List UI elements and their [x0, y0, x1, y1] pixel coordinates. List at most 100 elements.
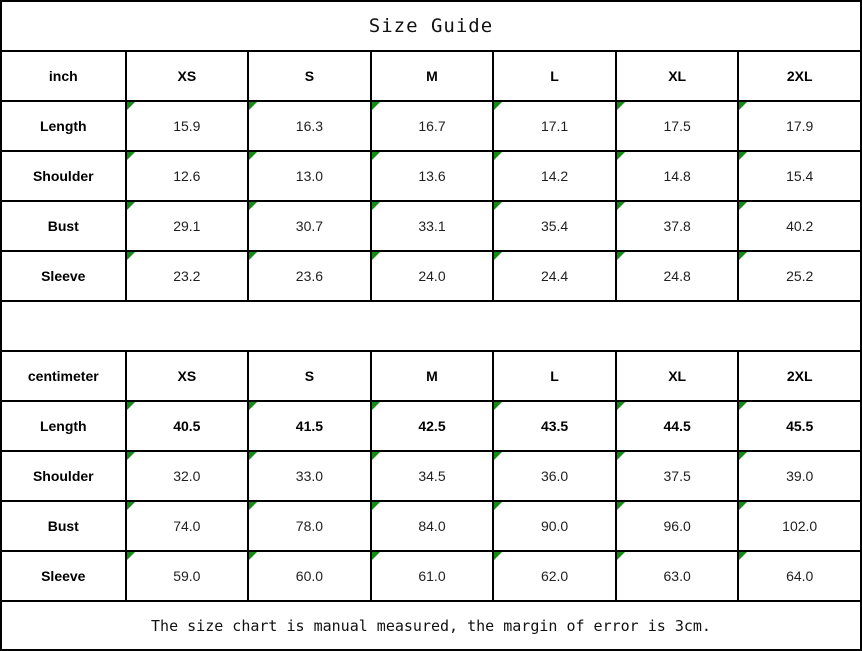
measurement-value: 40.5 [173, 418, 201, 434]
measurement-value-cell: 23.6 [247, 250, 370, 300]
size-header-cell: 2XL [737, 50, 860, 100]
cell-flag-triangle-icon [616, 252, 625, 260]
measurement-value: 45.5 [786, 418, 814, 434]
cell-flag-triangle-icon [126, 552, 135, 560]
measurement-value-cell: 14.8 [614, 150, 738, 200]
table-row: Bust 74.0 78.0 84.0 90.0 96.0 102.0 [2, 500, 860, 550]
measurement-value: 37.8 [663, 218, 691, 234]
measurement-value-cell: 24.0 [369, 250, 493, 300]
size-header-cell: M [369, 350, 493, 400]
cell-flag-triangle-icon [494, 202, 503, 210]
measurement-value: 60.0 [295, 568, 324, 584]
measurement-value-cell: 14.2 [492, 150, 615, 200]
measurement-value-cell: 36.0 [492, 450, 615, 500]
measurement-value: 41.5 [295, 418, 324, 434]
size-table-inch: inch XS S M L XL 2XL Length 15.9 16.3 16.7 17.1 17.5… [2, 50, 860, 300]
cell-flag-triangle-icon [616, 102, 625, 110]
cell-flag-triangle-icon [616, 152, 625, 160]
table-row: Length 40.5 41.5 42.5 43.5 44.5 45.5 [2, 400, 860, 450]
cell-flag-triangle-icon [249, 502, 258, 510]
cell-flag-triangle-icon [494, 102, 503, 110]
measurement-value: 13.6 [418, 168, 446, 184]
page-title: Size Guide [368, 15, 494, 37]
measurement-value: 96.0 [663, 518, 691, 534]
cell-flag-triangle-icon [739, 202, 748, 210]
measurement-value-cell: 17.5 [614, 100, 738, 150]
measurement-value: 32.0 [173, 468, 201, 484]
measurement-value: 13.0 [295, 168, 324, 184]
cell-flag-triangle-icon [126, 202, 135, 210]
cell-flag-triangle-icon [126, 502, 135, 510]
cell-flag-triangle-icon [739, 102, 748, 110]
measurement-value: 62.0 [540, 568, 569, 584]
measurement-value: 15.4 [786, 168, 814, 184]
measurement-value-cell: 15.9 [124, 100, 248, 150]
measurement-value: 37.5 [663, 468, 691, 484]
cell-flag-triangle-icon [739, 252, 748, 260]
cell-flag-triangle-icon [371, 252, 380, 260]
measurement-value-cell: 13.6 [369, 150, 493, 200]
footer-note: The size chart is manual measured, the m… [2, 600, 860, 649]
measurement-value-cell: 24.8 [614, 250, 738, 300]
measurement-value: 24.0 [418, 268, 446, 284]
measure-label-cell: Sleeve [2, 550, 125, 600]
cell-flag-triangle-icon [616, 452, 625, 460]
measurement-value: 90.0 [540, 518, 569, 534]
cell-flag-triangle-icon [616, 402, 625, 410]
size-header-cell: M [369, 50, 493, 100]
size-table-header-row: centimeter XS S M L XL 2XL [2, 350, 860, 400]
size-header-cell: XL [614, 50, 738, 100]
table-row: Shoulder 12.6 13.0 13.6 14.2 14.8 15.4 [2, 150, 860, 200]
table-row: Length 15.9 16.3 16.7 17.1 17.5 17.9 [2, 100, 860, 150]
measurement-value: 40.2 [786, 218, 814, 234]
size-header-cell: S [247, 50, 370, 100]
measurement-value: 84.0 [418, 518, 446, 534]
measurement-value-cell: 59.0 [124, 550, 248, 600]
measurement-value-cell: 12.6 [124, 150, 248, 200]
size-header-cell: L [492, 350, 615, 400]
size-header-cell: XS [124, 350, 248, 400]
measurement-value: 17.9 [786, 118, 814, 134]
size-header-cell: 2XL [737, 350, 860, 400]
measurement-value: 29.1 [173, 218, 201, 234]
measurement-value: 39.0 [786, 468, 814, 484]
cell-flag-triangle-icon [249, 202, 258, 210]
measure-label-cell: Bust [2, 500, 125, 550]
cell-flag-triangle-icon [616, 552, 625, 560]
measurement-value-cell: 84.0 [369, 500, 493, 550]
measure-label-cell: Shoulder [2, 150, 125, 200]
spacer-row [2, 300, 860, 350]
measurement-value-cell: 74.0 [124, 500, 248, 550]
measurement-value-cell: 78.0 [247, 500, 370, 550]
measure-label-cell: Length [2, 400, 125, 450]
measurement-value-cell: 60.0 [247, 550, 370, 600]
measurement-value: 33.0 [295, 468, 324, 484]
cell-flag-triangle-icon [494, 502, 503, 510]
measurement-value-cell: 64.0 [737, 550, 860, 600]
measurement-value-cell: 43.5 [492, 400, 615, 450]
measurement-value: 17.5 [663, 118, 691, 134]
measurement-value: 23.2 [173, 268, 201, 284]
measurement-value-cell: 45.5 [737, 400, 860, 450]
measurement-value-cell: 15.4 [737, 150, 860, 200]
measurement-value: 25.2 [786, 268, 814, 284]
cell-flag-triangle-icon [616, 502, 625, 510]
measurement-value-cell: 17.1 [492, 100, 615, 150]
cell-flag-triangle-icon [249, 252, 258, 260]
measurement-value-cell: 33.0 [247, 450, 370, 500]
cell-flag-triangle-icon [371, 452, 380, 460]
table-row: Shoulder 32.0 33.0 34.5 36.0 37.5 39.0 [2, 450, 860, 500]
size-header-cell: XS [124, 50, 248, 100]
cell-flag-triangle-icon [371, 202, 380, 210]
measurement-value: 12.6 [173, 168, 201, 184]
measurement-value-cell: 13.0 [247, 150, 370, 200]
cell-flag-triangle-icon [739, 152, 748, 160]
measurement-value-cell: 61.0 [369, 550, 493, 600]
measure-label-cell: Shoulder [2, 450, 125, 500]
size-header-cell: XL [614, 350, 738, 400]
measurement-value-cell: 37.5 [614, 450, 738, 500]
measurement-value: 16.3 [295, 118, 324, 134]
measurement-value-cell: 17.9 [737, 100, 860, 150]
measurement-value-cell: 30.7 [247, 200, 370, 250]
